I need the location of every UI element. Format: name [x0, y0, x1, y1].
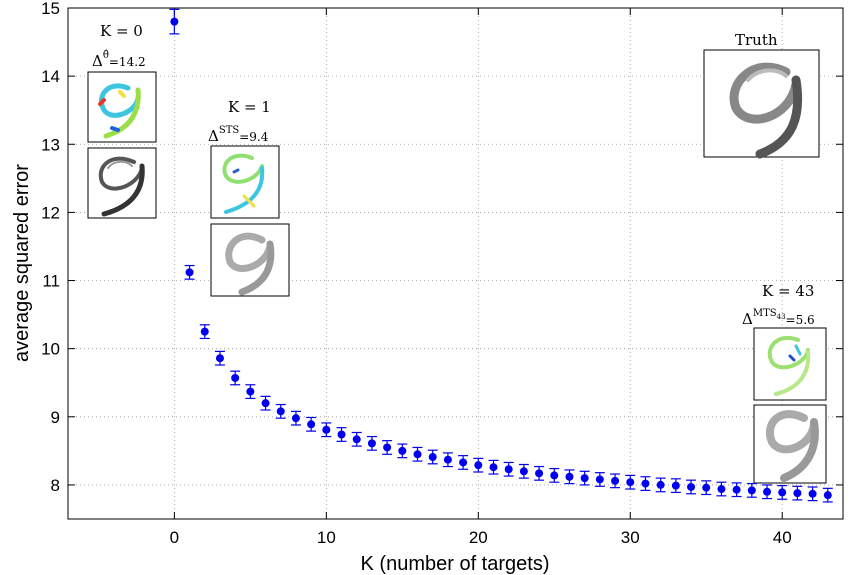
data-point [702, 483, 711, 492]
x-ticks: 0 10 20 30 40 [170, 8, 792, 547]
annot-k0-delta-value: =14.2 [109, 55, 146, 69]
inset-k1-error-digit [222, 153, 265, 214]
data-point [413, 450, 422, 459]
x-tick-label: 40 [773, 528, 792, 547]
data-point [611, 476, 620, 485]
annot-k1-delta-sup: STS [219, 125, 240, 136]
data-point [215, 354, 224, 363]
data-point [595, 475, 604, 484]
data-point [489, 463, 498, 472]
annot-k0-delta-sup: θ̂ [103, 50, 109, 61]
data-point [246, 387, 255, 396]
data-point [793, 489, 802, 498]
data-point [276, 407, 285, 416]
inset-k43 [753, 327, 827, 484]
data-point [565, 472, 574, 481]
data-point [383, 443, 392, 452]
data-point [823, 491, 832, 500]
data-point [808, 489, 817, 498]
annot-k1-delta: ΔSTS=9.4 [208, 125, 269, 145]
data-point [550, 471, 559, 480]
inset-truth [703, 49, 820, 159]
data-point [185, 268, 194, 277]
x-tick-label: 10 [317, 528, 336, 547]
inset-k43-digit-strokes [766, 410, 819, 482]
y-ticks: 8 9 10 11 12 13 14 15 [41, 0, 843, 495]
annot-k0-delta: Δθ̂=14.2 [92, 50, 146, 70]
annot-k1-delta-base: Δ [208, 127, 219, 145]
data-point [656, 480, 665, 489]
data-point [519, 467, 528, 476]
data-point [687, 482, 696, 491]
annot-k43-delta-sup: MTS [753, 308, 777, 319]
inset-k1 [210, 145, 290, 297]
data-point [231, 373, 240, 382]
y-tick-label: 12 [41, 203, 60, 222]
x-tick-label: 0 [170, 528, 179, 547]
inset-k1-digit-strokes [225, 232, 275, 296]
data-point [717, 485, 726, 494]
plot-frame [67, 7, 844, 520]
annot-k43-delta-base: Δ [742, 310, 753, 328]
inset-k0 [87, 71, 157, 219]
y-tick-label: 11 [42, 272, 60, 291]
annot-k0-title: K = 0 [100, 22, 143, 40]
data-point [459, 458, 468, 467]
x-tick-label: 20 [469, 528, 488, 547]
y-tick-label: 15 [41, 0, 60, 18]
x-tick-label: 30 [621, 528, 640, 547]
annot-k43-delta-subsup: 43 [777, 313, 786, 321]
data-point [367, 439, 376, 448]
inset-k0-error-digit [98, 83, 141, 139]
inset-k0-digit-strokes [98, 156, 145, 217]
annot-k43-title: K = 43 [762, 282, 814, 300]
inset-truth-digit-strokes [729, 62, 803, 159]
data-point [641, 479, 650, 488]
annot-k1-delta-value: =9.4 [239, 130, 269, 144]
data-point [291, 414, 300, 423]
data-point [580, 474, 589, 483]
y-tick-label: 13 [41, 135, 60, 154]
data-point [170, 17, 179, 26]
y-axis-label: average squared error [11, 164, 33, 362]
data-point [778, 488, 787, 497]
data-point [474, 461, 483, 470]
data-point [732, 485, 741, 494]
annot-k43-delta-value: =5.6 [786, 313, 815, 327]
data-point [337, 430, 346, 439]
x-axis-label: K (number of targets) [361, 553, 550, 575]
y-tick-label: 14 [41, 67, 60, 86]
data-point [443, 455, 452, 464]
data-point [763, 487, 772, 496]
inset-k43-error-digit [767, 336, 811, 396]
data-point [307, 420, 316, 429]
y-tick-label: 9 [51, 408, 60, 427]
y-tick-label: 10 [41, 340, 60, 359]
inset-k0-error-map [87, 71, 157, 143]
y-tick-label: 8 [51, 476, 60, 495]
annot-truth-title: Truth [735, 31, 778, 49]
data-point [352, 435, 361, 444]
data-point [398, 446, 407, 455]
data-point [535, 469, 544, 478]
data-point [200, 327, 209, 336]
data-point [671, 481, 680, 490]
annot-k0-delta-base: Δ [92, 52, 103, 70]
data-point [428, 452, 437, 461]
data-point [322, 425, 331, 434]
annot-k1-title: K = 1 [228, 98, 271, 116]
data-point [747, 486, 756, 495]
annot-k43-delta: ΔMTS43=5.6 [742, 308, 815, 328]
data-point [626, 478, 635, 487]
data-series [169, 8, 833, 503]
data-point [261, 399, 270, 408]
data-point [504, 465, 513, 474]
